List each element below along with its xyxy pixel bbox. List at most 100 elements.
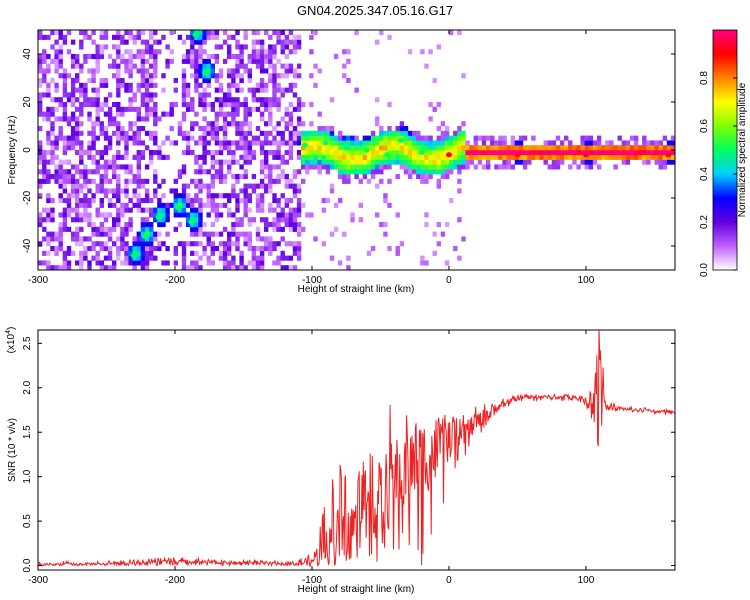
heatmap-cell xyxy=(309,212,314,218)
heatmap-cell xyxy=(132,121,137,127)
heatmap-cell xyxy=(379,145,384,151)
heatmap-cell xyxy=(605,154,610,160)
heatmap-cell xyxy=(272,97,277,103)
heatmap-cell xyxy=(498,150,503,156)
heatmap-cell xyxy=(140,92,146,98)
heatmap-cell xyxy=(153,231,158,237)
heatmap-cell xyxy=(218,250,224,256)
heatmap-cell xyxy=(580,140,585,146)
heatmap-cell xyxy=(169,49,174,55)
heatmap-cell xyxy=(194,193,199,199)
heatmap-cell xyxy=(214,78,220,84)
heatmap-cell xyxy=(42,150,47,156)
heatmap-cell xyxy=(395,140,400,146)
heatmap-cell xyxy=(514,159,520,165)
heatmap-cell xyxy=(321,164,326,170)
heatmap-cell xyxy=(506,154,511,160)
heatmap-cell xyxy=(95,97,100,103)
heatmap-cell xyxy=(539,150,544,156)
heatmap-cell xyxy=(210,54,215,60)
heatmap-cell xyxy=(136,130,141,136)
heatmap-cell xyxy=(296,202,302,208)
heatmap-cell xyxy=(346,135,351,141)
heatmap-cell xyxy=(559,140,565,146)
heatmap-cell xyxy=(280,73,285,79)
heatmap-cell xyxy=(50,246,55,252)
heatmap-cell xyxy=(62,212,68,218)
heatmap-cell xyxy=(399,130,405,136)
heatmap-cell xyxy=(284,265,289,270)
heatmap-cell xyxy=(103,231,109,237)
heatmap-cell xyxy=(190,265,195,270)
heatmap-cell xyxy=(185,212,191,218)
heatmap-cell xyxy=(375,169,380,175)
heatmap-cell xyxy=(444,140,450,146)
heatmap-cell xyxy=(95,54,100,60)
heatmap-cell xyxy=(259,58,265,64)
heatmap-cell xyxy=(284,68,289,74)
heatmap-cell xyxy=(42,111,47,117)
heatmap-cell xyxy=(259,246,265,252)
heatmap-cell xyxy=(153,236,158,242)
heatmap-cell xyxy=(140,116,146,122)
heatmap-cell xyxy=(551,159,557,165)
heatmap-cell xyxy=(128,222,133,228)
heatmap-cell xyxy=(383,154,388,160)
heatmap-cell xyxy=(457,30,462,36)
colorbar-tick-label: 0.2 xyxy=(699,215,710,229)
heatmap-cell xyxy=(296,246,302,252)
heatmap-cell xyxy=(280,39,285,45)
heatmap-cell xyxy=(329,183,335,189)
heatmap-cell xyxy=(235,202,240,208)
heatmap-cell xyxy=(140,63,146,69)
heatmap-cell xyxy=(235,121,240,127)
heatmap-cell xyxy=(38,193,43,199)
heatmap-cell xyxy=(79,39,84,45)
heatmap-cell xyxy=(395,250,400,256)
heatmap-cell xyxy=(346,58,351,64)
heatmap-cell xyxy=(116,183,121,189)
heatmap-cell xyxy=(288,241,294,247)
heatmap-cell xyxy=(79,236,84,242)
heatmap-cell xyxy=(153,217,158,223)
heatmap-cell xyxy=(83,207,88,213)
heatmap-cell xyxy=(309,73,314,79)
heatmap-cell xyxy=(206,150,211,156)
heatmap-cell xyxy=(366,135,372,141)
heatmap-cell xyxy=(284,198,289,204)
heatmap-cell xyxy=(214,121,220,127)
heatmap-cell xyxy=(70,111,76,117)
heatmap-cell xyxy=(370,140,376,146)
heatmap-cell xyxy=(259,97,265,103)
heatmap-cell xyxy=(50,150,55,156)
heatmap-cell xyxy=(280,265,285,270)
heatmap-cell xyxy=(292,135,298,141)
heatmap-cell xyxy=(276,217,281,223)
heatmap-cell xyxy=(79,130,84,136)
heatmap-cell xyxy=(276,164,281,170)
heatmap-cell xyxy=(140,49,146,55)
heatmap-cell xyxy=(235,130,240,136)
ridge-point xyxy=(141,233,148,239)
heatmap-cell xyxy=(342,49,347,55)
heatmap-cell xyxy=(107,121,113,127)
heatmap-cell xyxy=(91,169,96,175)
heatmap-cell xyxy=(95,68,100,74)
heatmap-cell xyxy=(559,145,565,151)
heatmap-cell xyxy=(284,121,289,127)
heatmap-cell xyxy=(251,188,257,194)
heatmap-cell xyxy=(588,135,594,141)
heatmap-cell xyxy=(547,154,552,160)
heatmap-cell xyxy=(157,202,162,208)
heatmap-cell xyxy=(95,106,100,112)
heatmap-cell xyxy=(144,58,150,64)
heatmap-cell xyxy=(38,154,43,160)
heatmap-cell xyxy=(251,30,257,36)
heatmap-cell xyxy=(325,164,331,170)
heatmap-cell xyxy=(144,178,150,184)
heatmap-cell xyxy=(70,193,76,199)
heatmap-cell xyxy=(181,198,187,204)
heatmap-cell xyxy=(490,145,495,151)
heatmap-cell xyxy=(338,130,343,136)
heatmap-cell xyxy=(609,140,614,146)
